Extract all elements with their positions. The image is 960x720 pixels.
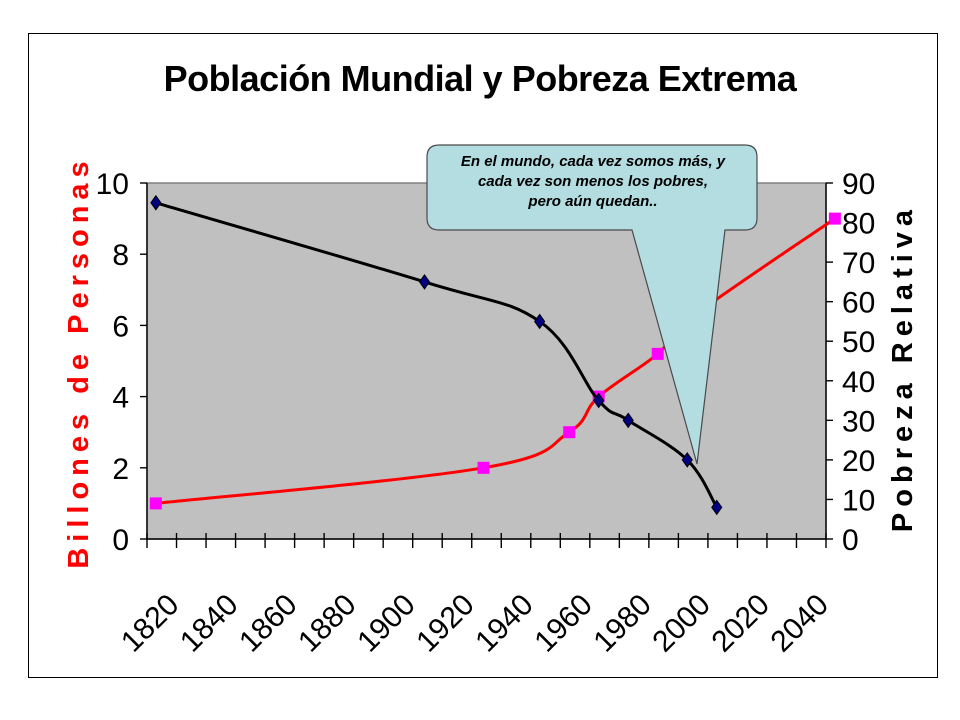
left-tick-label: 10 xyxy=(96,168,129,201)
series-1-marker xyxy=(418,274,431,290)
x-tick-label: 1980 xyxy=(587,588,658,659)
right-axis-ticks: 0 10 20 30 40 50 60 70 80 90 xyxy=(825,168,875,557)
left-tick-label: 4 xyxy=(112,382,129,415)
x-tick-label: 2040 xyxy=(764,588,835,659)
series-1-marker xyxy=(711,499,723,516)
series-1-marker xyxy=(681,452,693,468)
callout-bubble xyxy=(426,144,758,465)
series-0-marker xyxy=(477,461,490,474)
chart-title: Población Mundial y Pobreza Extrema xyxy=(163,58,797,99)
right-axis-title: Pobreza Relativa xyxy=(887,204,919,532)
right-tick-label: 70 xyxy=(842,247,875,280)
series-0-marker xyxy=(828,212,841,225)
left-axis-title: Billones de Personas xyxy=(63,155,95,568)
x-tick-label: 2020 xyxy=(705,588,776,659)
x-tick-label: 1940 xyxy=(469,588,540,659)
series-0-marker xyxy=(563,426,576,439)
left-tick-label: 0 xyxy=(112,524,129,557)
x-tick-label: 1920 xyxy=(410,588,481,659)
left-axis-ticks: 0 2 4 6 8 10 xyxy=(96,168,148,557)
right-tick-label: 10 xyxy=(842,484,875,517)
right-tick-label: 90 xyxy=(842,168,875,201)
callout-text: En el mundo, cada vez somos más, y cada … xyxy=(460,153,726,210)
right-tick-label: 40 xyxy=(842,366,875,399)
x-tick-label: 2000 xyxy=(646,588,717,659)
x-tick-label: 1820 xyxy=(115,588,186,659)
right-tick-label: 50 xyxy=(842,326,875,359)
x-tick-label: 1860 xyxy=(233,588,304,659)
x-tick-label: 1960 xyxy=(528,588,599,659)
left-tick-label: 8 xyxy=(112,239,129,272)
right-tick-label: 0 xyxy=(842,524,859,557)
left-tick-label: 2 xyxy=(112,453,129,486)
series-1-marker xyxy=(534,313,546,330)
left-tick-label: 6 xyxy=(112,310,129,343)
right-tick-label: 80 xyxy=(842,208,875,241)
x-tick-label: 1840 xyxy=(174,588,245,659)
right-tick-label: 30 xyxy=(842,405,875,438)
series-1-line xyxy=(155,201,719,509)
series-1-marker xyxy=(622,412,634,429)
x-tick-label: 1880 xyxy=(292,588,363,659)
series-0-marker xyxy=(651,347,664,360)
x-tick-label: 1900 xyxy=(351,588,422,659)
series-1-marker xyxy=(150,194,162,211)
right-tick-label: 60 xyxy=(842,287,875,320)
series-0-marker xyxy=(149,497,162,510)
x-axis-ticks: 1820184018601880190019201940196019802000… xyxy=(115,533,835,659)
right-tick-label: 20 xyxy=(842,445,875,478)
series-1-marker xyxy=(593,392,605,409)
